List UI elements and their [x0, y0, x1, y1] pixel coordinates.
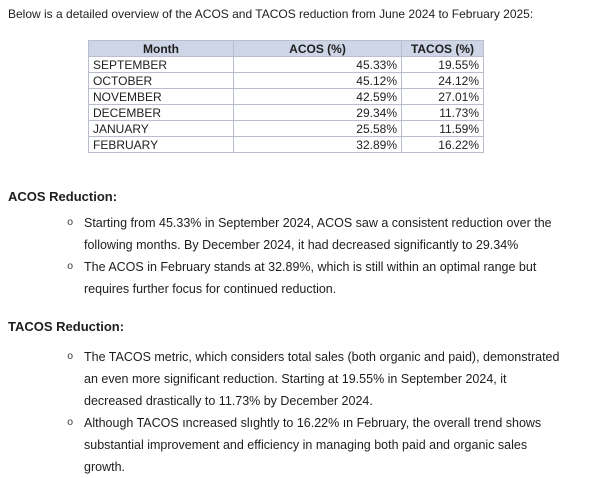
month-cell: OCTOBER	[88, 72, 234, 89]
month-cell: JANUARY	[88, 120, 234, 137]
acos-cell: 42.59%	[233, 88, 402, 105]
bullet-icon: o	[67, 417, 74, 429]
table-row: DECEMBER 29.34% 11.73%	[88, 104, 484, 121]
table-header-row: Month ACOS (%) TACOS (%)	[88, 40, 484, 57]
table-row: SEPTEMBER 45.33% 19.55%	[88, 56, 484, 73]
table-row: FEBRUARY 32.89% 16.22%	[88, 136, 484, 153]
tacos-cell: 27.01%	[401, 88, 484, 105]
month-cell: FEBRUARY	[88, 136, 234, 153]
acos-tacos-table: Month ACOS (%) TACOS (%) SEPTEMBER 45.33…	[88, 40, 484, 153]
acos-cell: 32.89%	[233, 136, 402, 153]
tacos-cell: 24.12%	[401, 72, 484, 89]
bullet-text: Starting from 45.33% in September 2024, …	[84, 216, 552, 252]
month-cell: DECEMBER	[88, 104, 234, 121]
tacos-cell: 16.22%	[401, 136, 484, 153]
bullet-icon: o	[67, 351, 74, 363]
acos-cell: 29.34%	[233, 104, 402, 121]
acos-cell: 25.58%	[233, 120, 402, 137]
tacos-cell: 19.55%	[401, 56, 484, 73]
table-row: NOVEMBER 42.59% 27.01%	[88, 88, 484, 105]
table-row: OCTOBER 45.12% 24.12%	[88, 72, 484, 89]
acos-cell: 45.33%	[233, 56, 402, 73]
list-item: o Although TACOS ıncreased slıghtly to 1…	[62, 412, 564, 478]
bullet-text: The ACOS in February stands at 32.89%, w…	[84, 260, 537, 296]
bullet-text: Although TACOS ıncreased slıghtly to 16.…	[84, 416, 542, 474]
column-header-month: Month	[88, 40, 234, 57]
intro-text: Below is a detailed overview of the ACOS…	[8, 7, 534, 21]
section-heading-acos: ACOS Reduction:	[8, 189, 118, 204]
month-cell: NOVEMBER	[88, 88, 234, 105]
tacos-cell: 11.73%	[401, 104, 484, 121]
list-item: o The ACOS in February stands at 32.89%,…	[62, 256, 564, 300]
section-heading-tacos: TACOS Reduction:	[8, 319, 125, 334]
month-cell: SEPTEMBER	[88, 56, 234, 73]
table-row: JANUARY 25.58% 11.59%	[88, 120, 484, 137]
column-header-tacos: TACOS (%)	[401, 40, 484, 57]
list-item: o Starting from 45.33% in September 2024…	[62, 212, 564, 256]
tacos-bullet-list: o The TACOS metric, which considers tota…	[62, 346, 564, 478]
list-item: o The TACOS metric, which considers tota…	[62, 346, 564, 412]
table-body: SEPTEMBER 45.33% 19.55% OCTOBER 45.12% 2…	[88, 56, 484, 153]
acos-cell: 45.12%	[233, 72, 402, 89]
acos-bullet-list: o Starting from 45.33% in September 2024…	[62, 212, 564, 300]
tacos-cell: 11.59%	[401, 120, 484, 137]
bullet-icon: o	[67, 261, 74, 273]
column-header-acos: ACOS (%)	[233, 40, 402, 57]
bullet-icon: o	[67, 217, 74, 229]
bullet-text: The TACOS metric, which considers total …	[84, 350, 560, 408]
